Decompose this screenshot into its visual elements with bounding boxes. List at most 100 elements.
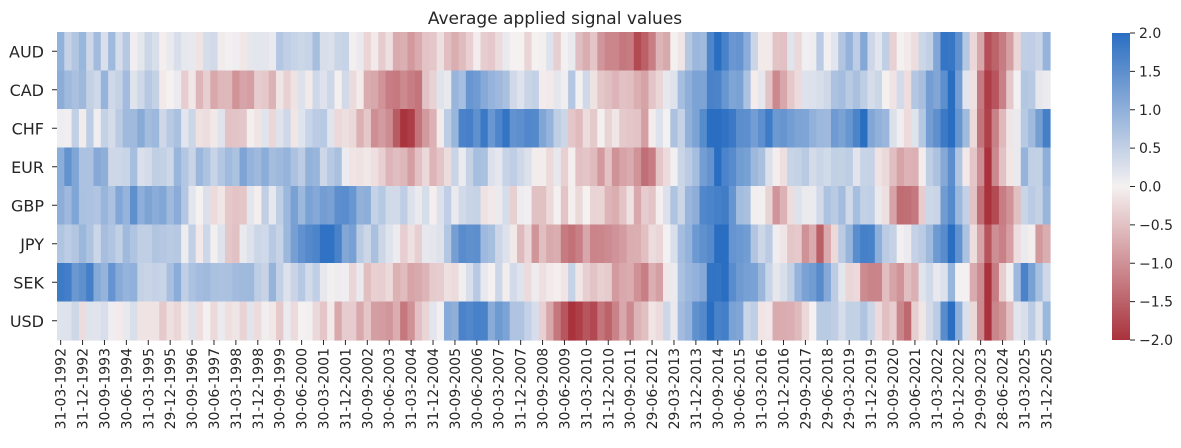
heatmap-cell [122, 109, 131, 149]
heatmap-cell [947, 186, 956, 226]
heatmap-cell [1006, 32, 1015, 72]
heatmap-cell [108, 263, 117, 303]
heatmap-cell [1042, 186, 1051, 226]
heatmap-cell [86, 263, 95, 303]
heatmap-cell [1042, 263, 1051, 303]
heatmap-cell [940, 224, 949, 264]
heatmap-cell [173, 186, 182, 226]
x-tick-label: 30-06-2015 [733, 348, 749, 429]
heatmap-cell [166, 224, 175, 264]
heatmap-cell [203, 32, 211, 72]
row-label: CAD [10, 81, 44, 100]
heatmap-cell [370, 224, 379, 264]
row-labels: AUD CAD CHF EUR GBP JPY SEK USD [9, 42, 57, 331]
heatmap-cell [290, 301, 299, 341]
heatmap-cell [568, 301, 576, 341]
heatmap-cell [575, 109, 584, 149]
heatmap-cell [465, 147, 474, 187]
heatmap-cell [765, 263, 774, 303]
heatmap-cell [670, 186, 679, 226]
heatmap-cell [305, 32, 314, 72]
heatmap-cell [560, 224, 569, 264]
heatmap-cell [1028, 263, 1036, 303]
heatmap-cell [677, 109, 686, 149]
heatmap-cell [933, 224, 942, 264]
heatmap-cell [911, 32, 920, 72]
heatmap-cell [1006, 186, 1015, 226]
heatmap-cell [896, 70, 905, 110]
heatmap-cell [560, 301, 569, 341]
heatmap-cell [663, 263, 671, 303]
heatmap-cell [1035, 109, 1044, 149]
x-tick-label: 29-03-2019 [842, 348, 858, 429]
heatmap-cell [276, 224, 284, 264]
colorbar-tick-label: 0.0 [1139, 180, 1161, 196]
heatmap-cell [509, 224, 518, 264]
heatmap-cell [955, 301, 963, 341]
heatmap-cell [772, 263, 781, 303]
heatmap-cell [969, 147, 978, 187]
heatmap-cell [779, 301, 788, 341]
row-label: SEK [13, 273, 44, 292]
x-tick-label: 30-06-2021 [908, 348, 924, 429]
heatmap-cell [239, 147, 248, 187]
heatmap-cell [1013, 263, 1022, 303]
heatmap-cell [590, 263, 598, 303]
heatmap-cell [502, 224, 511, 264]
heatmap-cell [721, 263, 730, 303]
heatmap-cell [969, 224, 978, 264]
heatmap-cell [911, 186, 920, 226]
heatmap-cell [509, 70, 518, 110]
heatmap-cell [648, 147, 657, 187]
heatmap-cell [619, 109, 628, 149]
heatmap-cell [305, 186, 314, 226]
heatmap-cell [210, 109, 219, 149]
heatmap-cell [407, 70, 416, 110]
heatmap-cell [546, 32, 555, 72]
heatmap-cell [458, 301, 467, 341]
heatmap-cell [115, 263, 124, 303]
heatmap-cell [721, 301, 730, 341]
heatmap-cell [860, 301, 869, 341]
heatmap-cell [721, 109, 730, 149]
heatmap-cell [414, 147, 423, 187]
x-tick-label: 30-09-1996 [185, 348, 201, 429]
heatmap-cell [765, 301, 774, 341]
heatmap-cell [516, 32, 525, 72]
heatmap-cell [1035, 70, 1044, 110]
heatmap-cell [363, 263, 372, 303]
heatmap-cell [268, 109, 277, 149]
heatmap-cell [254, 70, 263, 110]
heatmap-cell [356, 301, 365, 341]
heatmap-cell [933, 32, 942, 72]
heatmap-cell [436, 70, 445, 110]
heatmap-cell [159, 32, 168, 72]
heatmap-cell [122, 263, 131, 303]
heatmap-cell [1013, 109, 1022, 149]
heatmap-cell [276, 301, 284, 341]
heatmap-cell [911, 224, 920, 264]
heatmap-cells [57, 32, 1051, 341]
heatmap-cell [969, 263, 978, 303]
heatmap-cell [633, 32, 642, 72]
heatmap-cell [1006, 263, 1015, 303]
heatmap-cell [422, 186, 430, 226]
heatmap-cell [728, 147, 737, 187]
heatmap-cell [889, 147, 898, 187]
heatmap-cell [1042, 109, 1051, 149]
heatmap-cell [130, 186, 138, 226]
x-tick-label: 30-09-2011 [623, 348, 639, 429]
heatmap-cell [933, 301, 942, 341]
heatmap-cell [903, 186, 912, 226]
heatmap-cell [363, 109, 372, 149]
heatmap-cell [531, 301, 540, 341]
heatmap-cell [867, 224, 876, 264]
heatmap-cell [772, 224, 781, 264]
heatmap-cell [487, 147, 496, 187]
heatmap-cell [1042, 147, 1051, 187]
heatmap-cell [670, 32, 679, 72]
heatmap-cell [553, 263, 562, 303]
x-tick-label: 28-06-2024 [996, 348, 1012, 429]
heatmap-cell [655, 147, 664, 187]
heatmap-cell [597, 186, 606, 226]
